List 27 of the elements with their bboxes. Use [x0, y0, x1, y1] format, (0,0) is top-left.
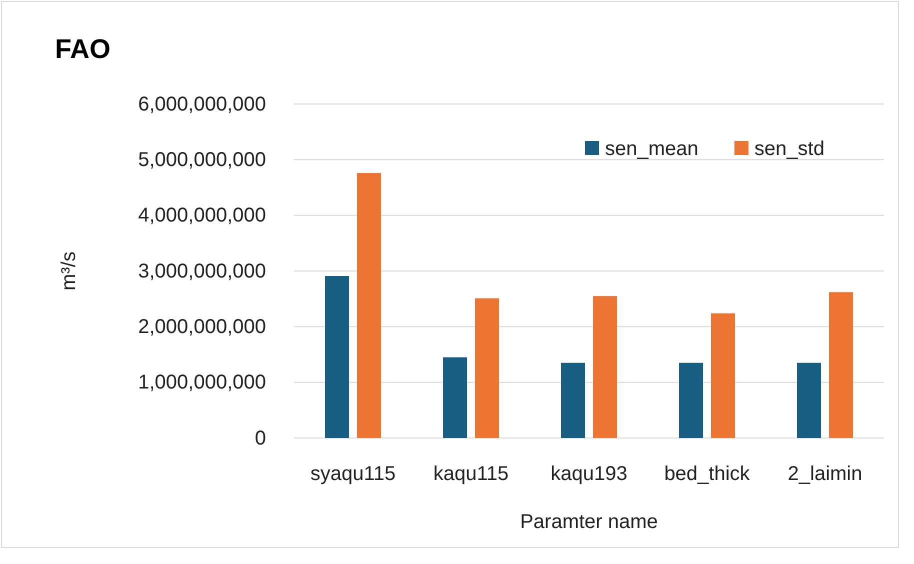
bar	[711, 313, 735, 438]
x-tick-label: 2_laimin	[788, 463, 862, 486]
legend-label: sen_mean	[605, 138, 698, 160]
y-tick-label: 1,000,000,000	[138, 372, 266, 394]
bar	[357, 173, 381, 438]
y-tick-label: 0	[254, 427, 266, 450]
y-axis-title: m³/s	[58, 252, 80, 290]
y-tick-label: 4,000,000,000	[138, 204, 266, 227]
x-tick-label: kaqu193	[550, 463, 628, 486]
y-tick-label: 2,000,000,000	[138, 316, 266, 338]
bar	[561, 362, 585, 438]
bar	[443, 357, 467, 438]
bar	[325, 276, 349, 438]
bar	[475, 298, 499, 438]
legend-label: sen_std	[754, 138, 824, 160]
bar	[829, 292, 853, 438]
x-tick-label: bed_thick	[664, 463, 751, 486]
y-tick-label: 3,000,000,000	[138, 260, 266, 282]
x-axis-title: Paramter name	[520, 511, 658, 533]
bar	[679, 362, 703, 438]
y-tick-label: 5,000,000,000	[138, 149, 266, 172]
y-tick-label: 6,000,000,000	[138, 93, 266, 116]
chart-title: FAO	[55, 34, 111, 64]
bar	[593, 296, 617, 438]
x-tick-label: kaqu115	[433, 463, 509, 486]
x-tick-label: syaqu115	[310, 463, 396, 486]
bar	[797, 362, 821, 438]
